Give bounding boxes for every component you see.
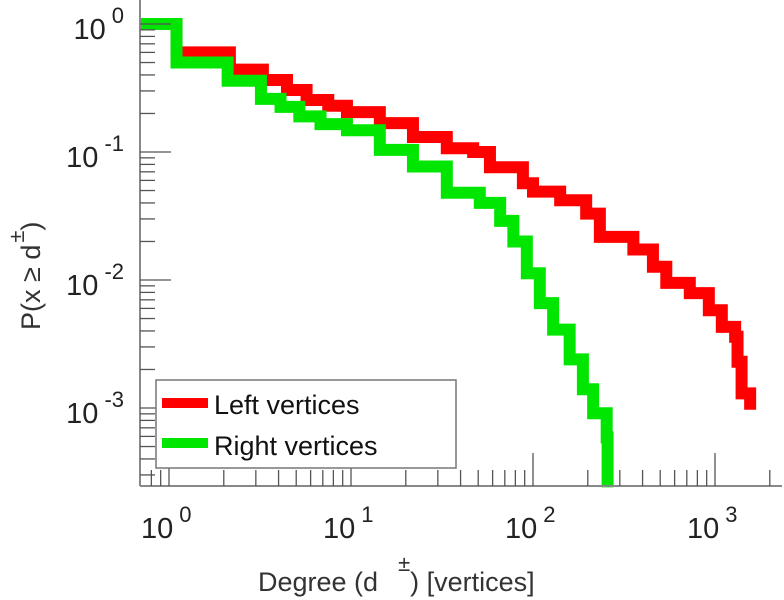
- x-tick-label: 10 1: [323, 502, 374, 545]
- tick-labels: 10 0 10 1 10 2 10 3 10 0 10 -1 10 -2 10 -3: [66, 3, 737, 545]
- y-axis-label: P(x ≥ d±): [4, 222, 46, 330]
- x-tick-label: 10 3: [687, 502, 738, 545]
- series-line-right-vertices: [139, 18, 614, 488]
- x-axis-label: Degree (d±) [vertices]: [258, 551, 535, 597]
- x-tick-label: 10 2: [505, 502, 556, 545]
- y-tick-label: 10 -2: [66, 259, 124, 302]
- legend-label-right-vertices: Right vertices: [214, 431, 378, 461]
- legend: Left vertices Right vertices: [155, 379, 457, 469]
- y-tick-label: 10 0: [73, 3, 124, 46]
- legend-box: [155, 379, 457, 469]
- series-line-left-vertices: [139, 18, 757, 410]
- axes: [139, 0, 782, 487]
- curves: [139, 18, 757, 488]
- x-tick-label: 10 0: [141, 502, 192, 545]
- y-tick-label: 10 -1: [66, 131, 124, 174]
- legend-label-left-vertices: Left vertices: [214, 390, 360, 420]
- y-tick-label: 10 -3: [66, 387, 124, 430]
